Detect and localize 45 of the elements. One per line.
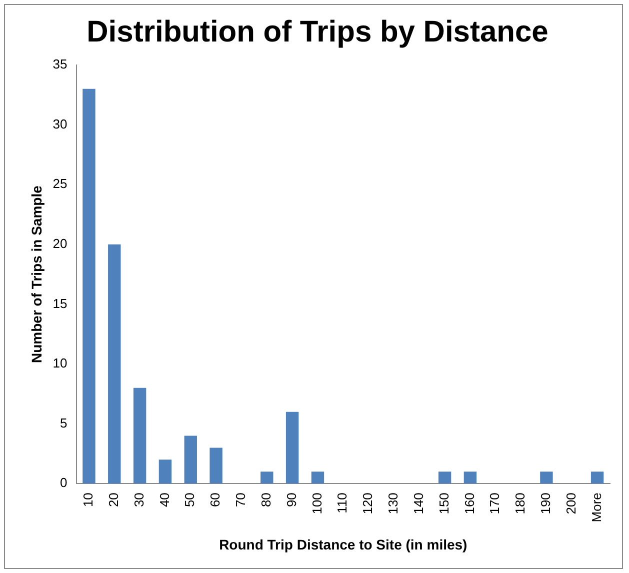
bar <box>108 244 121 484</box>
bar <box>210 448 222 484</box>
x-tick-label: 70 <box>233 492 248 508</box>
x-tick-label: More <box>588 492 604 522</box>
x-tick-label: 180 <box>512 492 528 514</box>
chart-title: Distribution of Trips by Distance <box>86 15 548 48</box>
x-tick-label: 140 <box>410 492 426 514</box>
bar <box>438 472 452 484</box>
x-tick-label: 150 <box>436 492 452 514</box>
y-axis-title: Number of Trips in Sample <box>28 185 44 363</box>
y-tick-label: 0 <box>60 475 68 490</box>
x-tick-label: 190 <box>538 492 554 514</box>
bar <box>260 472 274 484</box>
x-tick-label: 120 <box>360 492 376 514</box>
x-tick-label: 40 <box>156 492 172 508</box>
bar <box>158 460 172 484</box>
bar <box>286 412 299 484</box>
x-tick-label: 110 <box>334 492 350 514</box>
bar <box>540 472 553 484</box>
y-tick-label: 15 <box>52 296 68 311</box>
x-axis-title: Round Trip Distance to Site (in miles) <box>219 536 468 552</box>
x-tick-label: 60 <box>208 492 223 508</box>
x-tick-label: 200 <box>563 492 578 514</box>
x-tick-label: 160 <box>462 492 477 514</box>
x-tick-label: 90 <box>284 492 299 508</box>
y-tick-label: 10 <box>52 356 68 371</box>
x-tick-label: 100 <box>309 492 324 514</box>
bar <box>133 388 146 484</box>
x-tick-label: 130 <box>386 492 401 514</box>
x-tick-label: 20 <box>106 492 121 508</box>
bar <box>82 88 96 484</box>
bar <box>184 436 197 484</box>
bar <box>464 472 477 484</box>
y-tick-label: 25 <box>52 176 68 192</box>
bar <box>311 472 324 484</box>
x-tick-label: 10 <box>80 492 96 508</box>
x-tick-label: 80 <box>258 492 274 508</box>
y-tick-label: 5 <box>60 415 68 430</box>
x-tick-label: 30 <box>131 492 146 508</box>
y-tick-label: 35 <box>52 56 68 72</box>
x-tick-label: 50 <box>182 492 198 508</box>
y-tick-label: 20 <box>52 236 68 251</box>
bar <box>590 472 604 484</box>
x-tick-label: 170 <box>487 492 502 514</box>
y-tick-label: 30 <box>52 116 68 132</box>
